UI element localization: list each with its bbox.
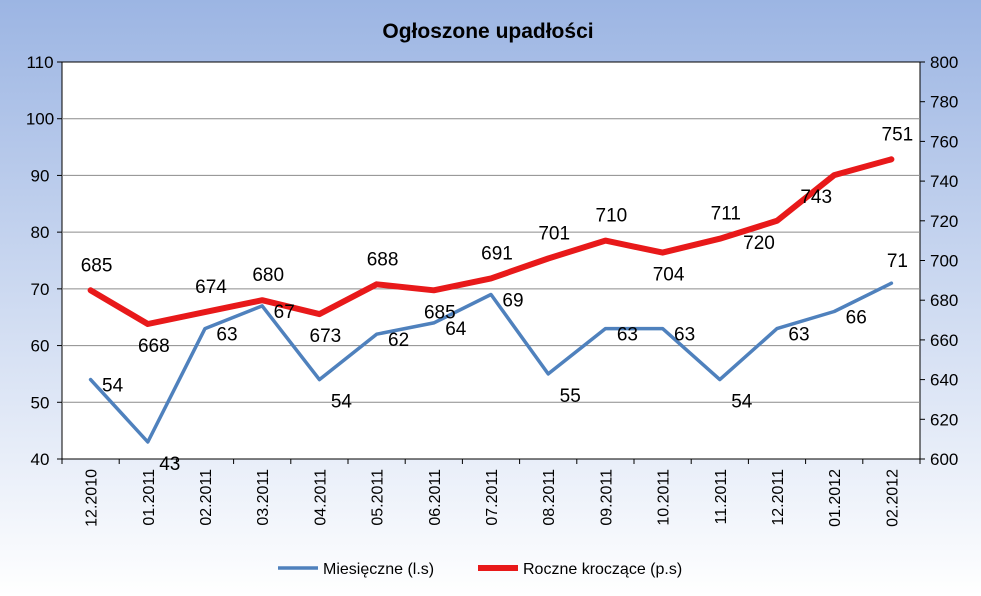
y-right-tick-label: 640 bbox=[930, 371, 958, 390]
data-label: 63 bbox=[617, 325, 638, 346]
x-tick-label: 07.2011 bbox=[484, 469, 501, 526]
y-left-tick-label: 110 bbox=[26, 53, 53, 72]
data-label: 711 bbox=[711, 204, 741, 225]
y-right-tick-label: 700 bbox=[930, 252, 958, 271]
y-left-tick-label: 80 bbox=[31, 223, 50, 242]
x-tick-label: 03.2011 bbox=[255, 469, 272, 526]
y-right-tick-label: 720 bbox=[930, 212, 958, 231]
y-right-tick-label: 760 bbox=[930, 132, 958, 151]
data-label: 71 bbox=[887, 251, 908, 272]
data-label: 751 bbox=[882, 124, 914, 145]
axes: 4050607080901001106006206406606807007207… bbox=[26, 53, 959, 527]
series bbox=[87, 156, 895, 444]
y-right-tick-label: 620 bbox=[930, 410, 958, 429]
data-label: 674 bbox=[195, 277, 227, 298]
data-label: 54 bbox=[102, 376, 124, 397]
series-line-monthly bbox=[88, 281, 894, 444]
data-label: 62 bbox=[388, 330, 409, 351]
y-right-tick-label: 680 bbox=[930, 291, 958, 310]
data-label: 43 bbox=[159, 454, 180, 475]
data-label: 66 bbox=[846, 308, 867, 329]
chart-title: Ogłoszone upadłości bbox=[382, 20, 593, 43]
plot-area bbox=[61, 61, 921, 460]
data-label: 704 bbox=[653, 265, 685, 286]
y-left-tick-label: 70 bbox=[31, 280, 50, 299]
data-label: 63 bbox=[788, 325, 809, 346]
data-label: 63 bbox=[674, 325, 695, 346]
data-label: 54 bbox=[331, 392, 353, 413]
y-right-tick-label: 660 bbox=[930, 331, 958, 350]
data-label: 668 bbox=[138, 336, 170, 357]
data-label: 63 bbox=[216, 325, 237, 346]
x-tick-label: 12.2011 bbox=[770, 469, 787, 526]
data-label: 54 bbox=[731, 392, 753, 413]
y-right-tick-label: 800 bbox=[930, 53, 958, 72]
data-label: 673 bbox=[310, 326, 342, 347]
x-tick-label: 04.2011 bbox=[312, 469, 329, 526]
x-tick-label: 02.2012 bbox=[884, 469, 901, 527]
y-left-tick-label: 40 bbox=[31, 450, 50, 469]
legend: Miesięczne (l.s) Roczne kroczące (p.s) bbox=[278, 561, 682, 578]
data-labels: 54 43 63 67 54 62 64 69 55 63 63 54 63 66 71 685 668 674 6… bbox=[81, 124, 914, 475]
x-tick-label: 01.2011 bbox=[141, 469, 158, 526]
data-label: 691 bbox=[481, 243, 513, 264]
y-left-tick-label: 90 bbox=[31, 166, 50, 185]
x-tick-label: 10.2011 bbox=[656, 469, 673, 526]
y-left-tick-label: 50 bbox=[31, 393, 50, 412]
legend-monthly-label: Miesięczne (l.s) bbox=[323, 561, 434, 578]
data-label: 710 bbox=[596, 206, 628, 227]
gridlines bbox=[62, 118, 920, 403]
y-left-tick-label: 100 bbox=[26, 110, 54, 129]
data-label: 688 bbox=[367, 249, 399, 270]
x-tick-label: 08.2011 bbox=[541, 469, 558, 526]
data-label: 64 bbox=[445, 319, 467, 340]
data-label: 685 bbox=[81, 255, 113, 276]
series-line-rolling bbox=[87, 156, 895, 327]
y-right-tick-label: 600 bbox=[930, 450, 958, 469]
x-tick-label: 02.2011 bbox=[198, 469, 215, 526]
x-tick-label: 11.2011 bbox=[713, 469, 730, 525]
y-right-tick-label: 780 bbox=[930, 93, 958, 112]
data-label: 680 bbox=[252, 265, 284, 286]
x-tick-label: 01.2012 bbox=[827, 469, 844, 527]
y-right-tick-label: 740 bbox=[930, 172, 958, 191]
data-label: 69 bbox=[502, 291, 523, 312]
data-label: 685 bbox=[424, 302, 456, 323]
x-tick-label: 12.2010 bbox=[84, 469, 101, 527]
data-label: 67 bbox=[274, 302, 295, 323]
legend-rolling-label: Roczne kroczące (p.s) bbox=[523, 561, 682, 578]
x-tick-label: 06.2011 bbox=[427, 469, 444, 526]
y-left-tick-label: 60 bbox=[31, 337, 50, 356]
x-tick-label: 09.2011 bbox=[598, 469, 615, 526]
x-tick-label: 05.2011 bbox=[370, 469, 387, 526]
data-label: 720 bbox=[743, 233, 775, 254]
data-label: 701 bbox=[538, 224, 570, 245]
data-label: 743 bbox=[800, 187, 832, 208]
data-label: 55 bbox=[560, 386, 581, 407]
